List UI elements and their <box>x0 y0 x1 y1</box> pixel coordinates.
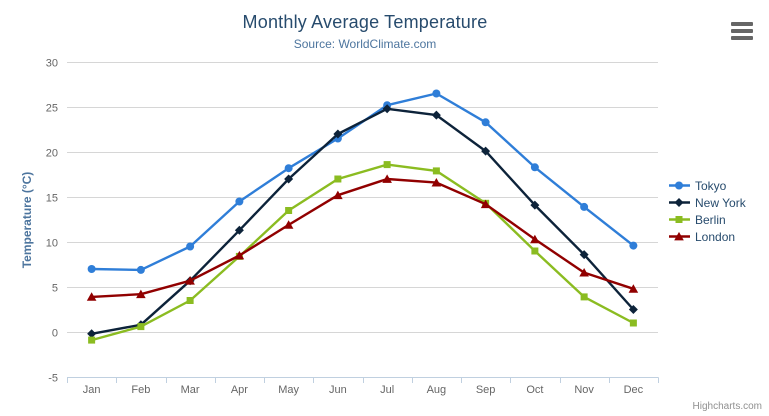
data-point-marker-tokyo[interactable] <box>580 202 589 211</box>
x-axis-label: Aug <box>427 384 447 396</box>
data-point-marker-london[interactable] <box>530 234 540 244</box>
hamburger-bar <box>731 36 753 40</box>
data-point-marker-tokyo[interactable] <box>629 241 638 250</box>
legend: Tokyo New York Berlin London <box>669 177 746 245</box>
x-axis-label: Oct <box>526 384 543 396</box>
chart-subtitle: Source: WorldClimate.com <box>293 37 437 51</box>
data-point-marker-london[interactable] <box>234 250 245 260</box>
series-line-berlin <box>90 163 635 342</box>
data-point-marker-tokyo[interactable] <box>530 163 539 172</box>
y-axis-label: 0 <box>52 328 58 340</box>
data-point-marker-london[interactable] <box>382 174 392 183</box>
hamburger-icon[interactable] <box>731 21 755 41</box>
data-point-marker-london[interactable] <box>480 199 491 209</box>
x-axis-label: Sep <box>476 384 496 396</box>
x-axis-label: Jul <box>380 384 394 396</box>
data-point-marker-london[interactable] <box>628 284 639 293</box>
y-axis-label: 5 <box>52 283 58 295</box>
legend-item-new-york[interactable]: New York <box>669 194 746 211</box>
legend-item-berlin[interactable]: Berlin <box>669 211 746 228</box>
x-axis-label: Apr <box>231 384 248 396</box>
data-point-marker-london[interactable] <box>431 178 442 187</box>
data-point-marker-new-york[interactable] <box>284 174 294 184</box>
data-point-marker-new-york[interactable] <box>628 305 638 314</box>
data-point-marker-new-york[interactable] <box>431 110 441 120</box>
series-line-new-york <box>90 107 635 335</box>
data-point-marker-tokyo[interactable] <box>432 89 441 98</box>
data-point-marker-tokyo[interactable] <box>186 242 195 251</box>
legend-label: Berlin <box>695 212 726 227</box>
data-point-marker-tokyo[interactable] <box>235 197 244 206</box>
legend-item-tokyo[interactable]: Tokyo <box>669 177 746 194</box>
data-point-marker-new-york[interactable] <box>87 329 97 339</box>
y-axis-label: 30 <box>46 58 58 70</box>
chart-title: Monthly Average Temperature <box>242 12 488 32</box>
y-axis-label: 20 <box>46 148 58 160</box>
legend-item-london[interactable]: London <box>669 228 746 245</box>
data-point-marker-new-york[interactable] <box>333 129 343 139</box>
legend-label: New York <box>695 195 746 210</box>
y-axis-label: 15 <box>46 193 58 205</box>
data-point-marker-london[interactable] <box>283 220 294 229</box>
legend-marker-square-icon <box>669 216 690 223</box>
data-point-marker-berlin[interactable] <box>334 175 342 183</box>
y-axis-label: -5 <box>48 373 58 385</box>
y-axis-title: Temperature (°C) <box>20 171 34 269</box>
data-point-marker-berlin[interactable] <box>88 336 96 344</box>
data-point-marker-new-york[interactable] <box>234 225 244 235</box>
data-point-marker-berlin[interactable] <box>285 207 293 214</box>
data-point-marker-new-york[interactable] <box>382 104 392 114</box>
data-point-marker-tokyo[interactable] <box>136 265 145 274</box>
data-point-marker-berlin[interactable] <box>383 161 391 169</box>
series-line-tokyo <box>90 92 635 272</box>
data-point-marker-new-york[interactable] <box>481 146 491 156</box>
data-point-marker-new-york[interactable] <box>579 250 589 260</box>
legend-marker-diamond-icon <box>669 198 690 207</box>
legend-marker-triangle-icon <box>669 231 690 241</box>
data-point-marker-new-york[interactable] <box>530 200 540 210</box>
data-point-marker-tokyo[interactable] <box>87 265 96 273</box>
data-point-marker-london[interactable] <box>579 268 589 277</box>
series-line-london <box>90 177 635 299</box>
y-axis-label: 25 <box>46 103 58 115</box>
legend-label: Tokyo <box>695 178 727 193</box>
data-point-marker-london[interactable] <box>333 190 343 200</box>
y-axis-label: 10 <box>46 238 58 250</box>
x-axis-label: Nov <box>574 384 594 396</box>
hamburger-bar <box>731 29 753 33</box>
data-point-marker-berlin[interactable] <box>432 167 440 175</box>
data-point-marker-tokyo[interactable] <box>481 118 490 127</box>
data-point-marker-berlin[interactable] <box>629 319 637 327</box>
data-point-marker-berlin[interactable] <box>186 297 194 304</box>
data-point-marker-london[interactable] <box>185 276 195 285</box>
data-point-marker-london[interactable] <box>136 289 146 299</box>
x-axis-label: Feb <box>131 384 150 396</box>
data-point-marker-berlin[interactable] <box>580 293 588 301</box>
data-point-marker-london[interactable] <box>86 292 97 301</box>
x-axis-label: Mar <box>181 384 200 396</box>
x-axis-label: Jun <box>329 384 347 396</box>
data-point-marker-berlin[interactable] <box>137 323 145 331</box>
data-point-marker-tokyo[interactable] <box>284 164 293 173</box>
x-axis-label: Jan <box>83 384 101 396</box>
legend-marker-circle-icon <box>669 181 690 190</box>
x-axis-label: Dec <box>624 384 644 396</box>
hamburger-bar <box>731 22 753 26</box>
credits-link[interactable]: Highcharts.com <box>692 401 762 412</box>
data-point-marker-berlin[interactable] <box>531 247 539 255</box>
x-axis-label: May <box>278 384 299 396</box>
legend-label: London <box>695 229 736 244</box>
